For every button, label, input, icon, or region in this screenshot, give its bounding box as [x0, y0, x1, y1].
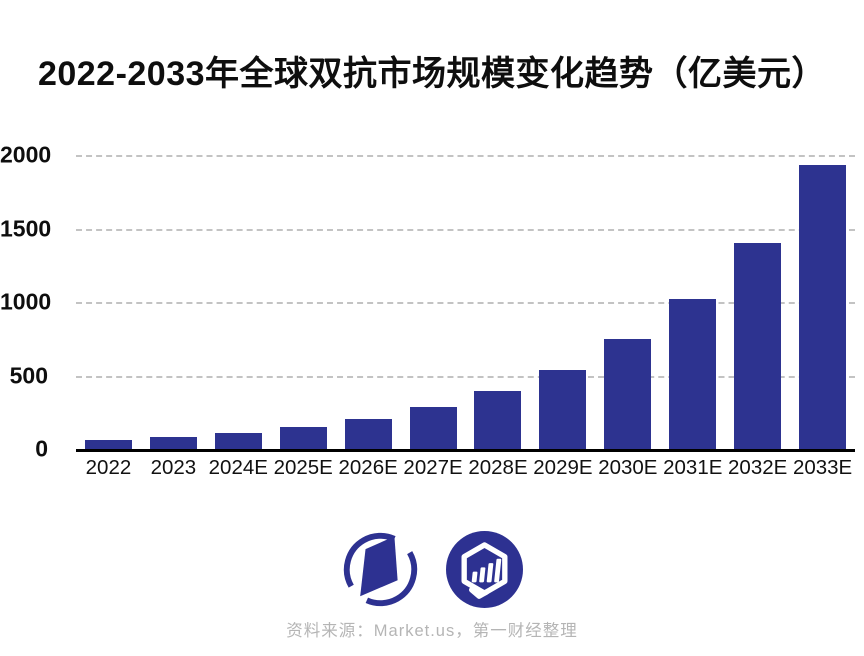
footer-logos — [0, 531, 864, 608]
bar-column: 2025E — [271, 130, 336, 479]
x-axis-label: 2030E — [598, 456, 658, 479]
bar-column: 2032E — [725, 130, 790, 479]
bar-2028E — [474, 391, 522, 449]
bars: 2022 2023 2024E 2025E 2026E 2027E 2028E 2029E 20… — [76, 130, 855, 479]
bar-column: 2033E — [790, 130, 855, 479]
y-axis-labels: 0 500 1000 1500 2000 — [0, 130, 52, 460]
y-axis-tick-label: 1000 — [0, 288, 52, 315]
bar-2031E — [669, 299, 717, 449]
yicai-data-logo — [445, 531, 523, 608]
x-axis-label: 2023 — [150, 456, 197, 479]
bar-2024E — [214, 433, 262, 449]
x-axis-label: 2033E — [792, 456, 853, 479]
x-axis-label: 2027E — [403, 456, 463, 479]
bar-2023 — [149, 437, 197, 449]
bar-2029E — [539, 370, 587, 449]
page-title: 2022-2033年全球双抗市场规模变化趋势（亿美元） — [37, 55, 827, 93]
bar-column: 2024E — [206, 130, 271, 479]
y-axis-tick-label: 2000 — [0, 141, 52, 168]
bar-column: 2026E — [336, 130, 401, 479]
bar-2026E — [344, 419, 392, 449]
bar-2030E — [604, 339, 652, 449]
bar-column: 2022 — [76, 130, 141, 479]
x-axis-label: 2024E — [208, 456, 268, 479]
x-axis-label: 2022 — [85, 456, 132, 479]
gridline-1000 — [76, 302, 855, 304]
bar-column: 2027E — [401, 130, 466, 479]
source-text: 资料来源：Market.us，第一财经整理 — [286, 622, 578, 640]
bar-column: 2023 — [141, 130, 206, 479]
plot-area: 2022 2023 2024E 2025E 2026E 2027E 2028E 2029E 20… — [76, 130, 855, 479]
bar-2032E — [734, 243, 782, 449]
x-axis-label: 2026E — [338, 456, 398, 479]
bar-column: 2028E — [466, 130, 531, 479]
y-axis-tick-label: 0 — [35, 435, 48, 462]
bar-2022 — [84, 440, 132, 449]
bar-column: 2030E — [595, 130, 660, 479]
gridline-500 — [76, 375, 855, 378]
x-axis-label: 2028E — [468, 456, 528, 479]
gridline-1500 — [76, 228, 855, 231]
y-axis-tick-label: 500 — [9, 362, 48, 388]
bar-2033E — [799, 165, 847, 449]
yicai-logo — [343, 532, 417, 607]
x-axis-label: 2031E — [663, 456, 723, 479]
x-axis-label: 2029E — [533, 456, 593, 479]
x-axis-label: 2025E — [273, 456, 333, 479]
bar-2027E — [409, 407, 457, 449]
x-axis-label: 2032E — [728, 456, 788, 479]
y-axis-tick-label: 1500 — [0, 215, 52, 241]
bar-column: 2031E — [660, 130, 725, 479]
bar-column: 2029E — [530, 130, 595, 479]
bar-2025E — [279, 427, 327, 449]
gridline-2000 — [76, 155, 855, 157]
bar-chart: 0 500 1000 1500 2000 2022 2023 2024E 2025E 2026E… — [0, 130, 864, 479]
